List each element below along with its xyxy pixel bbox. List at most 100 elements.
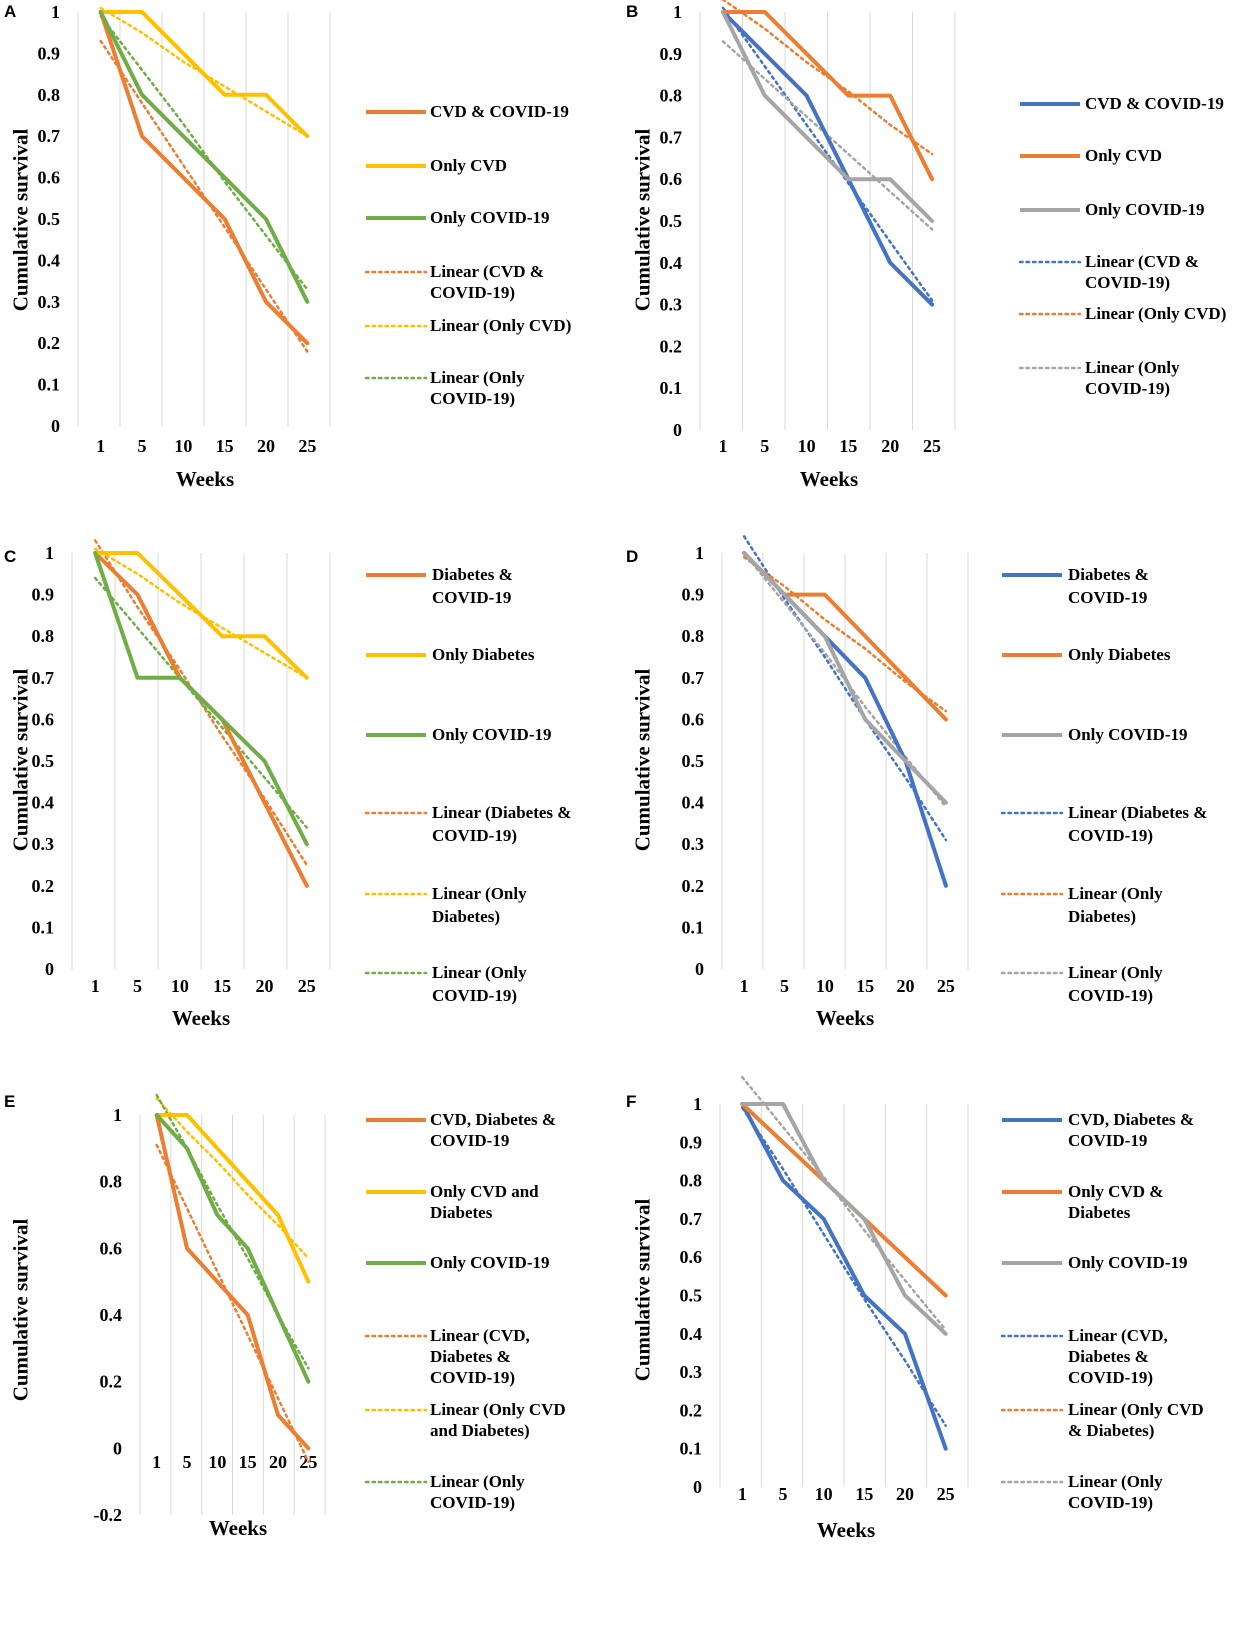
chart-panel-f: F 0 0.1 0.2 0.3 0.4 0.5 0.6 0.7 0.8 0.9 1 1 5 10 15 20 2…: [622, 1075, 1244, 1635]
y-tick-label: 1: [673, 2, 682, 22]
y-tick-label: 0: [673, 420, 682, 440]
x-tick-label: 15: [856, 976, 874, 996]
y-tick-label: 0.9: [680, 1132, 703, 1152]
y-tick-label: 1: [113, 1105, 122, 1125]
y-tick-label: 0.4: [38, 250, 61, 270]
y-tick-label: 0.2: [32, 876, 55, 896]
y-tick-label: 0.4: [680, 1324, 703, 1344]
series-line-only-cvd: [721, 10, 935, 182]
y-tick-label: 1: [693, 1094, 702, 1114]
series-line-cvd-covid-19: [721, 10, 935, 307]
y-tick-label: 0.6: [38, 168, 61, 188]
chart-d-svg: 00.10.20.30.40.50.60.70.80.911 5 10 15 20 25W…: [630, 535, 1207, 1030]
y-axis-title: Cumulative survival: [630, 1199, 654, 1382]
chart-a-svg: 00.10.20.30.40.50.60.70.80.911 5 10 15 20 25W…: [8, 2, 571, 491]
chart-panel-e: E -0.2 0 0.2 0.4 0.6 0.8 1 1 5 10 15 20 25 Weeks Cumul…: [0, 1090, 622, 1635]
x-tick-label: 25: [923, 436, 941, 456]
y-tick-label: 0.7: [660, 127, 683, 147]
y-tick-label: 0.7: [32, 668, 55, 688]
legend-label: Linear (Only COVID-19): [1068, 963, 1163, 1005]
series-line-cvd-diabetes-covid-19: [740, 1102, 948, 1451]
y-axis-title: Cumulative survival: [8, 129, 32, 312]
y-tick-label: 0.6: [680, 1247, 703, 1267]
y-tick-label: 0.3: [680, 1362, 703, 1382]
legend-label: Linear (Only COVID-19): [1068, 1472, 1163, 1512]
x-tick-label: 15: [216, 436, 234, 456]
x-axis-title: Weeks: [816, 1006, 874, 1030]
x-tick-label: 20: [269, 1452, 287, 1472]
y-tick-label: 0.6: [660, 169, 683, 189]
series-line-only-cvd-and-diabetes: [154, 1113, 311, 1284]
series-line-cvd-diabetes-covid-19: [154, 1113, 311, 1451]
y-tick-label: 0.2: [680, 1400, 703, 1420]
y-tick-label: 0.2: [660, 336, 683, 356]
y-axis-title: Cumulative survival: [8, 669, 32, 852]
series-line-only-covid-19: [721, 10, 935, 223]
y-tick-label: 0.1: [660, 378, 683, 398]
y-tick-label: 0.8: [100, 1172, 123, 1192]
x-tick-label: 1: [91, 976, 100, 996]
y-tick-label: 0.5: [38, 209, 61, 229]
series-line-linear-cvd-diabetes-covid-19: [155, 1143, 310, 1463]
y-tick-label: 0.1: [682, 917, 705, 937]
legend-label: Only CVD: [430, 156, 507, 175]
y-tick-label: 0.7: [680, 1209, 703, 1229]
y-tick-label: 0: [45, 959, 54, 979]
series-line-only-covid-19: [742, 551, 948, 805]
y-tick-label: 0.8: [682, 626, 705, 646]
y-tick-label: 0.9: [660, 44, 683, 64]
legend-label: Only Diabetes: [432, 645, 535, 664]
series-line-linear-cvd-covid-19: [721, 6, 934, 302]
y-tick-label: 0: [51, 416, 60, 436]
x-tick-label: 1: [718, 436, 727, 456]
chart-b-svg: 00.10.20.30.40.50.60.70.80.911 5 10 15 20 25W…: [630, 0, 1226, 491]
y-tick-label: 0.9: [32, 585, 55, 605]
x-tick-label: 10: [798, 436, 816, 456]
legend-label: Only Diabetes: [1068, 645, 1171, 664]
series-line-linear-diabetes-covid-19: [93, 539, 309, 867]
y-tick-label: 0.2: [100, 1372, 123, 1392]
y-tick-label: 0.5: [660, 211, 683, 231]
y-tick-label: 1: [695, 543, 704, 563]
legend-label: Only COVID-19: [430, 208, 549, 227]
series-line-only-cvd: [98, 10, 310, 139]
x-tick-label: 15: [213, 976, 231, 996]
legend-label: Linear (Only COVID-19): [430, 1472, 525, 1512]
legend-label: Only CVD: [1085, 146, 1162, 165]
legend-label: Only COVID-19: [432, 725, 551, 744]
chart-panel-d: D 0 0.1 0.2 0.3 0.4 0.5 0.6 0.7 0.8 0.9 1 1 5 10 15 20 2…: [622, 535, 1244, 1090]
x-tick-label: 5: [182, 1452, 191, 1472]
y-tick-label: 0.7: [38, 126, 61, 146]
legend-label: Linear (Diabetes & COVID-19): [432, 803, 571, 845]
y-tick-label: 0.5: [32, 751, 55, 771]
y-tick-label: 0.7: [682, 668, 705, 688]
legend-label: CVD & COVID-19: [430, 102, 569, 121]
x-tick-label: 1: [738, 1484, 747, 1504]
series-line-only-covid-19: [740, 1102, 948, 1336]
x-tick-label: 20: [896, 1484, 914, 1504]
x-tick-label: 1: [96, 436, 105, 456]
y-tick-label: 0.8: [680, 1171, 703, 1191]
x-tick-label: 20: [881, 436, 899, 456]
legend-label: Linear (Diabetes & COVID-19): [1068, 803, 1207, 845]
y-tick-label: 0.9: [38, 43, 61, 63]
legend-label: CVD, Diabetes & COVID-19: [430, 1110, 556, 1150]
y-tick-label: 0.6: [100, 1238, 123, 1258]
chart-panel-b: B 0 0.1 0.2 0.3 0.4 0.5 0.6 0.7 0.8 0.9 1 1 5 10 15 20 2…: [622, 0, 1244, 545]
legend-label: CVD & COVID-19: [1085, 94, 1224, 113]
legend-label: Only COVID-19: [1068, 1253, 1187, 1272]
y-tick-label: 0.1: [38, 375, 61, 395]
panel-label: F: [626, 1092, 637, 1111]
x-axis-title: Weeks: [209, 1516, 267, 1540]
x-tick-label: 1: [152, 1452, 161, 1472]
series-line-only-covid-19: [98, 10, 310, 304]
legend-label: Linear (CVD & COVID-19): [430, 262, 544, 302]
chart-panel-c: C 0 0.1 0.2 0.3 0.4 0.5 0.6 0.7 0.8 0.9 1 1 5 10 15 20 2…: [0, 539, 622, 1090]
x-axis-title: Weeks: [817, 1518, 875, 1542]
legend-label: Diabetes & COVID-19: [432, 565, 513, 607]
y-tick-label: 0: [693, 1477, 702, 1497]
x-tick-label: 5: [778, 1484, 787, 1504]
x-tick-label: 20: [255, 976, 273, 996]
y-tick-label: -0.2: [94, 1505, 123, 1525]
panel-label: B: [626, 2, 639, 21]
